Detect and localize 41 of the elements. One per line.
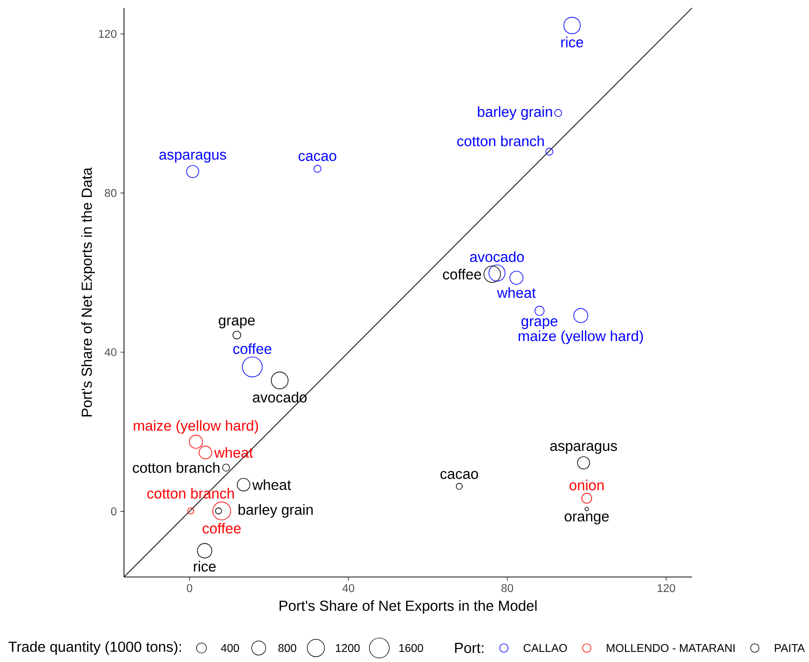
legend-label: 1200 (336, 644, 360, 652)
legend-label: CALLAO (524, 644, 567, 652)
annotation: grape (521, 318, 558, 330)
y-tick-label: 120 (98, 30, 116, 38)
annotation: maize (yellow hard) (134, 420, 258, 434)
annotation: cotton branch (457, 136, 544, 146)
annotation: barley grain (238, 504, 313, 518)
x-axis-title: Port's Share of Net Exports in the Model (280, 600, 537, 614)
annotation: grape (218, 317, 255, 328)
annotation: asparagus (159, 152, 226, 163)
legend-label: MOLLENDO - MATARANI (606, 644, 735, 652)
text: Trade quantity (1000 tons): (8, 641, 181, 655)
y-tick-label: 40 (104, 348, 116, 356)
legend-label: 400 (220, 644, 240, 652)
legend-label: PAITA (774, 644, 805, 652)
x-tick-label: 40 (342, 584, 354, 592)
x-tick-label: 120 (658, 584, 676, 592)
legend-label: 1600 (399, 644, 424, 652)
y-tick-label: 80 (104, 189, 116, 198)
legend-title: Port: (455, 642, 484, 654)
x-tick-label: 0 (186, 584, 192, 592)
annotation: wheat (497, 287, 536, 298)
y-tick-label: 0 (111, 507, 116, 516)
annotation: avocado (470, 251, 524, 262)
annotation: asparagus (550, 443, 617, 454)
y-axis-title: Port's Share of Net Exports in the Data (81, 167, 95, 416)
annotation: maize (yellow hard) (518, 330, 643, 344)
annotation: cacao (440, 471, 478, 479)
x-tick-label: 80 (502, 584, 514, 592)
annotation: onion (570, 480, 604, 490)
annotation: rice (561, 36, 584, 48)
annotation: coffee (233, 343, 272, 354)
annotation: coffee (443, 268, 482, 280)
annotation: wheat (252, 479, 292, 490)
annotation: coffee (202, 522, 241, 534)
annotation: cacao (298, 153, 336, 161)
annotation: barley grain (478, 106, 552, 120)
legend-label: 800 (278, 644, 296, 652)
annotation: rice (194, 560, 216, 572)
annotation: orange (564, 514, 609, 524)
annotation: cotton branch (132, 462, 220, 473)
